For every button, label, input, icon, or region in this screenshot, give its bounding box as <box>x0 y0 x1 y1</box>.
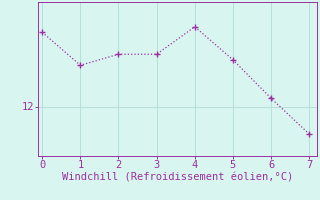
X-axis label: Windchill (Refroidissement éolien,°C): Windchill (Refroidissement éolien,°C) <box>62 173 293 183</box>
